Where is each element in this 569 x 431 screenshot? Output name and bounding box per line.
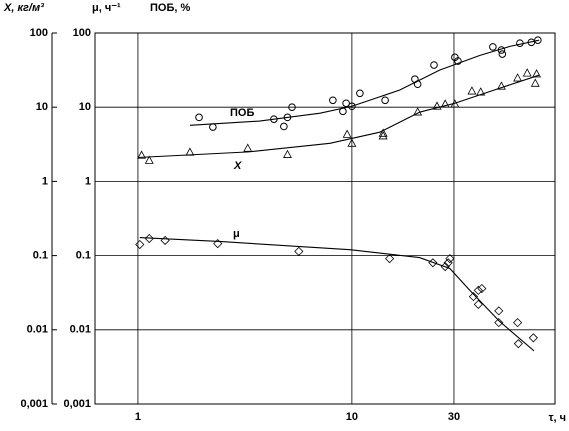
marker-triangle xyxy=(476,87,486,96)
y2-tick-label: 100 xyxy=(73,27,91,39)
marker-diamond xyxy=(494,306,504,316)
series-label: ПОБ xyxy=(230,107,254,119)
marker-diamond xyxy=(440,262,450,272)
y-tick-label: 100 xyxy=(30,27,48,39)
marker-circle xyxy=(516,39,524,47)
marker-circle xyxy=(195,113,203,122)
marker-triangle xyxy=(432,101,442,110)
marker-circle xyxy=(489,43,497,51)
marker-diamond xyxy=(294,246,304,256)
marker-circle xyxy=(527,38,536,47)
y-tick-label: 1 xyxy=(42,175,48,187)
marker-circle xyxy=(348,102,356,111)
marker-triangle xyxy=(496,81,506,90)
marker-diamond xyxy=(494,318,504,328)
marker-triangle xyxy=(522,68,532,77)
y2-tick-label: 0.1 xyxy=(76,250,91,262)
y-tick-label: 0,001 xyxy=(20,398,48,410)
marker-diamond xyxy=(144,233,154,244)
y-tick-label: 0.01 xyxy=(27,324,48,336)
marker-diamond xyxy=(428,258,438,268)
marker-circle xyxy=(356,89,364,98)
marker-triangle xyxy=(243,143,253,152)
marker-diamond xyxy=(513,318,523,328)
marker-triangle xyxy=(347,138,357,147)
y-axis-title: X, кг/м³ xyxy=(3,2,44,14)
marker-circle xyxy=(280,122,288,131)
marker-circle xyxy=(209,123,217,131)
marker-circle xyxy=(342,99,350,108)
marker-diamond xyxy=(473,285,483,295)
marker-circle xyxy=(430,61,438,69)
marker-triangle xyxy=(513,73,523,82)
marker-diamond xyxy=(384,254,395,264)
fit-line xyxy=(139,237,535,352)
y-tick-label: 0.1 xyxy=(33,250,48,262)
x-tick-label: 10 xyxy=(346,411,358,423)
marker-diamond xyxy=(135,239,145,250)
marker-triangle xyxy=(440,99,450,108)
marker-triangle xyxy=(378,128,388,137)
y-axis-title: ПОБ, % xyxy=(150,2,190,14)
marker-triangle xyxy=(342,129,352,138)
marker-circle xyxy=(270,115,278,123)
y-axis-title: μ, ч⁻¹ xyxy=(92,2,121,14)
series-label: μ xyxy=(233,228,240,240)
marker-circle xyxy=(498,50,507,58)
marker-circle xyxy=(288,103,296,111)
marker-diamond xyxy=(477,283,487,294)
series-label: X xyxy=(233,160,242,172)
marker-diamond xyxy=(213,239,223,249)
plot-frame xyxy=(94,32,556,405)
y2-tick-label: 10 xyxy=(79,101,91,113)
y2-tick-label: 1 xyxy=(85,175,91,187)
y-tick-label: 10 xyxy=(36,101,48,113)
marker-circle xyxy=(339,107,347,116)
marker-triangle xyxy=(450,99,460,108)
marker-diamond xyxy=(528,333,538,343)
y2-tick-label: 0,001 xyxy=(63,398,91,410)
marker-diamond xyxy=(468,292,479,302)
x-tick-label: 1 xyxy=(135,411,141,423)
marker-circle xyxy=(534,36,542,44)
marker-triangle xyxy=(530,78,540,87)
marker-circle xyxy=(381,96,389,105)
marker-triangle xyxy=(532,69,542,78)
marker-triangle xyxy=(467,86,477,95)
marker-diamond xyxy=(160,235,170,246)
marker-triangle xyxy=(144,155,154,164)
marker-diamond xyxy=(445,254,455,264)
marker-triangle xyxy=(413,107,423,116)
marker-circle xyxy=(413,80,422,89)
y2-tick-label: 0.01 xyxy=(70,324,91,336)
marker-circle xyxy=(454,57,462,65)
fit-line xyxy=(137,74,540,159)
marker-triangle xyxy=(283,149,292,158)
marker-triangle xyxy=(137,150,147,159)
marker-circle xyxy=(283,113,292,122)
marker-circle xyxy=(497,46,506,54)
x-tick-label: 30 xyxy=(448,411,460,423)
marker-triangle xyxy=(185,147,195,156)
fit-line xyxy=(189,39,540,126)
marker-circle xyxy=(329,96,337,105)
marker-diamond xyxy=(513,339,523,349)
marker-triangle xyxy=(378,131,388,140)
marker-diamond xyxy=(473,299,483,309)
x-axis-title: τ, ч xyxy=(549,412,566,424)
